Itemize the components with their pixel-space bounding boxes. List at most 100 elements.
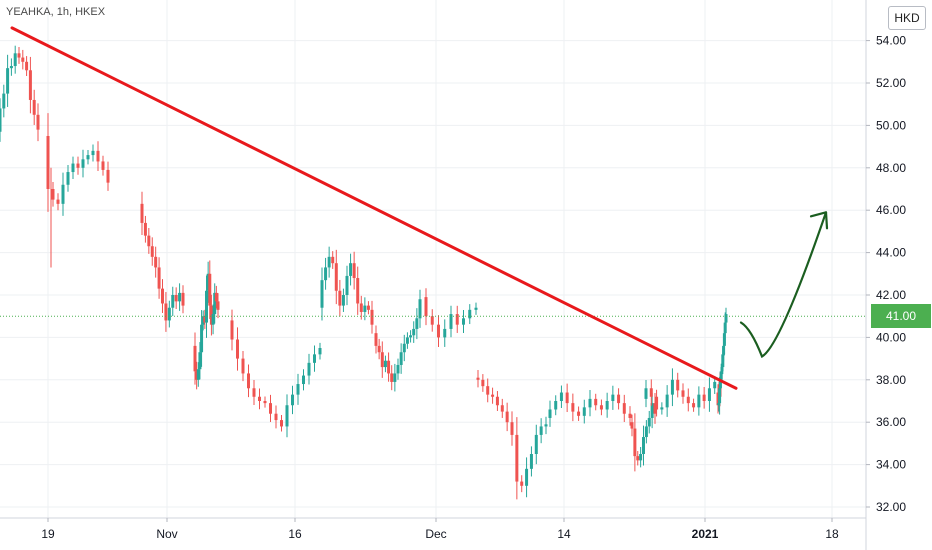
candle bbox=[150, 237, 154, 266]
candle bbox=[345, 265, 349, 306]
candle bbox=[481, 374, 485, 392]
candle bbox=[370, 300, 374, 334]
candle bbox=[476, 370, 480, 388]
candle bbox=[412, 321, 416, 343]
candle bbox=[628, 406, 632, 426]
candle bbox=[193, 332, 197, 385]
candle bbox=[214, 285, 218, 309]
candle bbox=[495, 391, 499, 411]
candle bbox=[51, 182, 55, 207]
y-tick-label: 40.00 bbox=[876, 330, 906, 344]
candle bbox=[363, 297, 367, 321]
candle bbox=[66, 165, 70, 192]
candle bbox=[665, 385, 669, 417]
y-tick-label: 46.00 bbox=[876, 203, 906, 217]
candle bbox=[338, 279, 342, 317]
candle bbox=[686, 388, 690, 412]
trendline[interactable] bbox=[10, 26, 738, 390]
y-tick-label: 42.00 bbox=[876, 288, 906, 302]
candle bbox=[611, 385, 615, 410]
candle bbox=[331, 251, 335, 269]
candle bbox=[655, 389, 659, 417]
candle bbox=[642, 425, 645, 466]
candle bbox=[285, 394, 289, 438]
candle bbox=[200, 310, 204, 367]
candle bbox=[313, 345, 316, 372]
candle bbox=[424, 288, 428, 326]
candle bbox=[449, 305, 453, 338]
candle bbox=[71, 156, 75, 180]
candle bbox=[56, 193, 60, 211]
candle bbox=[554, 395, 558, 416]
candle bbox=[320, 267, 324, 321]
candle bbox=[263, 396, 267, 408]
candle bbox=[46, 113, 50, 212]
x-tick-label: 14 bbox=[557, 527, 571, 541]
candle bbox=[161, 279, 164, 314]
candle bbox=[324, 257, 328, 290]
chart-grid bbox=[0, 0, 866, 518]
projection-arrow[interactable] bbox=[739, 211, 828, 359]
candle bbox=[716, 384, 720, 414]
candle bbox=[505, 402, 509, 432]
candle bbox=[205, 275, 208, 338]
candle bbox=[61, 172, 65, 216]
candle bbox=[164, 292, 168, 332]
candle bbox=[269, 394, 272, 422]
candle bbox=[201, 310, 205, 331]
candle bbox=[106, 161, 110, 191]
candle bbox=[565, 383, 569, 413]
candle bbox=[491, 387, 495, 404]
x-tick-label: Nov bbox=[156, 527, 177, 541]
candle bbox=[327, 246, 331, 278]
candle bbox=[28, 56, 32, 114]
candle bbox=[594, 393, 598, 411]
candle bbox=[32, 89, 36, 125]
candle bbox=[617, 388, 621, 410]
candle bbox=[96, 141, 100, 171]
candle bbox=[352, 251, 356, 290]
y-tick-label: 36.00 bbox=[876, 415, 906, 429]
candle bbox=[387, 352, 391, 382]
candle bbox=[534, 424, 538, 465]
candle bbox=[6, 54, 10, 107]
candle bbox=[548, 400, 552, 427]
candle bbox=[582, 399, 586, 424]
candle bbox=[544, 416, 548, 435]
y-tick-label: 44.00 bbox=[876, 246, 906, 260]
candle bbox=[650, 392, 654, 429]
candle bbox=[174, 287, 178, 309]
y-tick-label: 38.00 bbox=[876, 373, 906, 387]
candle bbox=[291, 385, 294, 415]
candle bbox=[529, 446, 533, 477]
price-axis[interactable]: 32.00 34.00 36.00 38.00 40.00 42.00 44.00 46.00… bbox=[865, 0, 906, 550]
candle bbox=[390, 365, 394, 391]
candle bbox=[647, 410, 651, 434]
candle bbox=[399, 343, 403, 374]
x-tick-label: 18 bbox=[825, 527, 839, 541]
currency-button[interactable]: HKD bbox=[888, 6, 926, 30]
candle bbox=[208, 260, 212, 319]
candle bbox=[147, 228, 151, 254]
candle bbox=[178, 283, 182, 311]
candle bbox=[157, 257, 161, 299]
candle bbox=[415, 308, 419, 340]
candle bbox=[211, 304, 215, 335]
candle bbox=[405, 332, 409, 349]
candle bbox=[203, 309, 207, 329]
candle bbox=[334, 249, 338, 305]
candle bbox=[143, 215, 147, 243]
candle bbox=[13, 45, 17, 74]
candle bbox=[91, 144, 95, 162]
candle bbox=[430, 309, 434, 332]
candle bbox=[195, 361, 199, 390]
y-tick-label: 50.00 bbox=[876, 118, 906, 132]
candle bbox=[356, 266, 360, 315]
candle bbox=[443, 319, 447, 347]
time-axis[interactable]: 19 Nov 16 Dec 14 2021 18 bbox=[0, 517, 866, 541]
symbol-label[interactable]: YEAHKA, 1h, HKEX bbox=[6, 6, 106, 18]
candle bbox=[724, 307, 728, 329]
candle bbox=[9, 58, 13, 76]
arrow-head bbox=[809, 211, 829, 230]
